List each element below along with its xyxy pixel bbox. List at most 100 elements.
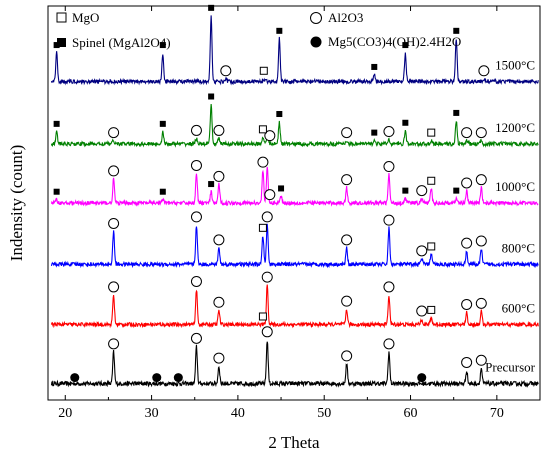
marker-2-8 xyxy=(475,235,487,247)
marker-3-5 xyxy=(341,174,353,186)
marker-3-9 xyxy=(475,174,487,186)
marker-3-13 xyxy=(208,181,215,188)
diffraction-traces xyxy=(50,15,539,388)
marker-0-7 xyxy=(475,354,487,366)
spinel-legend-label: Spinel (MgAl2O4) xyxy=(72,35,171,50)
marker-5-8 xyxy=(402,42,409,49)
series-label-0: Precursor xyxy=(485,360,535,375)
marker-1-10 xyxy=(427,305,436,314)
marker-3-4 xyxy=(264,189,276,201)
spinel-legend-marker xyxy=(57,38,66,47)
marker-0-8 xyxy=(70,373,80,383)
marker-4-6 xyxy=(461,127,473,139)
mg-carbonate-legend-marker xyxy=(310,36,322,48)
marker-4-10 xyxy=(53,120,60,127)
al2o3-legend-marker xyxy=(310,12,322,24)
marker-3-14 xyxy=(278,185,285,192)
marker-2-10 xyxy=(427,242,436,251)
marker-4-13 xyxy=(276,111,283,118)
marker-1-6 xyxy=(416,305,428,317)
plot-frame xyxy=(47,5,541,401)
temperature-labels: Precursor 600°C 800°C 1000°C 1200°C 1500°C xyxy=(485,57,535,374)
x-axis-title: 2 Theta xyxy=(268,433,320,452)
series-label-5: 1500°C xyxy=(495,57,535,72)
marker-0-6 xyxy=(461,356,473,368)
marker-5-2 xyxy=(259,66,268,75)
marker-4-9 xyxy=(427,128,436,137)
x-axis-ticks: 20 30 40 50 60 70 xyxy=(58,6,541,421)
marker-0-2 xyxy=(213,352,225,364)
al2o3-legend-label: Al2O3 xyxy=(328,10,363,25)
marker-4-16 xyxy=(453,109,460,116)
series-label-4: 1200°C xyxy=(495,120,535,135)
marker-5-5 xyxy=(208,4,215,11)
x-tick-label-4: 60 xyxy=(404,406,418,421)
marker-5-3 xyxy=(53,42,60,49)
marker-2-4 xyxy=(341,234,353,246)
marker-1-7 xyxy=(461,298,473,310)
marker-0-3 xyxy=(261,326,273,338)
marker-2-1 xyxy=(190,211,202,223)
marker-0-0 xyxy=(108,338,120,350)
marker-3-11 xyxy=(53,188,60,195)
trace-5 xyxy=(50,15,539,86)
mgo-legend-marker xyxy=(56,12,67,23)
marker-4-7 xyxy=(475,127,487,139)
x-tick-label-3: 50 xyxy=(317,406,331,421)
marker-1-8 xyxy=(475,297,487,309)
marker-3-2 xyxy=(213,170,225,182)
marker-5-6 xyxy=(276,27,283,34)
marker-4-5 xyxy=(383,126,395,138)
marker-0-5 xyxy=(383,338,395,350)
marker-3-7 xyxy=(416,185,428,197)
marker-2-7 xyxy=(461,237,473,249)
marker-4-4 xyxy=(341,127,353,139)
marker-1-1 xyxy=(190,275,202,287)
series-label-1: 600°C xyxy=(502,300,535,315)
trace-1 xyxy=(50,284,539,329)
marker-4-2 xyxy=(213,124,225,136)
marker-2-9 xyxy=(258,223,267,232)
marker-1-4 xyxy=(341,295,353,307)
marker-2-6 xyxy=(416,245,428,257)
marker-2-5 xyxy=(383,214,395,226)
marker-3-1 xyxy=(190,159,202,171)
marker-3-0 xyxy=(108,165,120,177)
phase-markers xyxy=(53,4,490,383)
marker-2-3 xyxy=(261,211,273,223)
mgo-legend-label: MgO xyxy=(72,10,99,25)
marker-0-1 xyxy=(190,332,202,344)
marker-4-3 xyxy=(264,130,276,142)
marker-5-7 xyxy=(371,63,378,70)
marker-3-8 xyxy=(461,177,473,189)
marker-5-9 xyxy=(453,27,460,34)
marker-1-0 xyxy=(108,281,120,293)
marker-3-16 xyxy=(453,187,460,194)
trace-2 xyxy=(50,223,539,269)
marker-1-3 xyxy=(261,271,273,283)
marker-3-10 xyxy=(427,176,436,185)
marker-4-8 xyxy=(258,125,267,134)
marker-4-11 xyxy=(159,120,166,127)
x-tick-label-0: 20 xyxy=(58,406,72,421)
marker-0-9 xyxy=(152,373,162,383)
marker-4-12 xyxy=(208,93,215,100)
marker-4-14 xyxy=(371,129,378,136)
marker-0-11 xyxy=(417,373,427,383)
marker-2-2 xyxy=(213,234,225,246)
y-axis-title: Indensity (count) xyxy=(7,145,26,262)
legend: MgO Spinel (MgAl2O4) Al2O3 Mg5(CO3)4(OH)… xyxy=(56,10,461,50)
marker-1-9 xyxy=(258,312,267,321)
mg-carbonate-legend-label: Mg5(CO3)4(OH)2.4H2O xyxy=(328,34,461,49)
trace-0 xyxy=(50,341,539,388)
marker-2-0 xyxy=(108,217,120,229)
marker-5-1 xyxy=(478,65,490,77)
marker-0-4 xyxy=(341,350,353,362)
marker-3-15 xyxy=(402,187,409,194)
marker-1-5 xyxy=(383,281,395,293)
marker-5-0 xyxy=(220,65,232,77)
marker-0-10 xyxy=(173,373,183,383)
trace-3 xyxy=(50,166,539,207)
marker-3-3 xyxy=(257,156,269,168)
x-tick-label-2: 40 xyxy=(231,406,245,421)
